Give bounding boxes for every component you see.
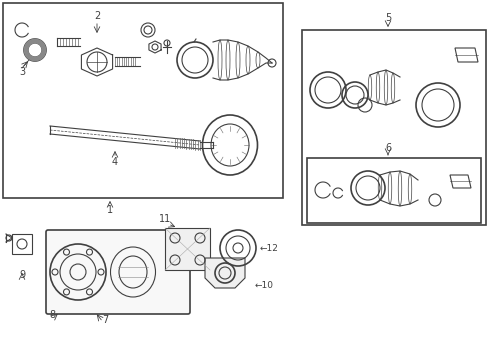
Text: 1: 1 — [107, 205, 113, 215]
Text: 9: 9 — [19, 270, 25, 280]
Bar — [12, 234, 32, 254]
Text: 5: 5 — [385, 13, 391, 23]
Text: 3: 3 — [19, 67, 25, 77]
Text: 8: 8 — [49, 310, 55, 320]
Text: ←10: ←10 — [255, 280, 274, 289]
Bar — [3, 3, 283, 198]
Text: 7: 7 — [102, 315, 108, 325]
Polygon shape — [205, 258, 245, 288]
Bar — [307, 158, 481, 223]
Text: ←12: ←12 — [260, 243, 279, 252]
FancyBboxPatch shape — [46, 230, 190, 314]
Text: 11: 11 — [159, 214, 171, 224]
Bar — [302, 30, 486, 225]
Text: 6: 6 — [385, 143, 391, 153]
Text: 2: 2 — [94, 11, 100, 21]
Text: 4: 4 — [112, 157, 118, 167]
Polygon shape — [165, 228, 210, 270]
